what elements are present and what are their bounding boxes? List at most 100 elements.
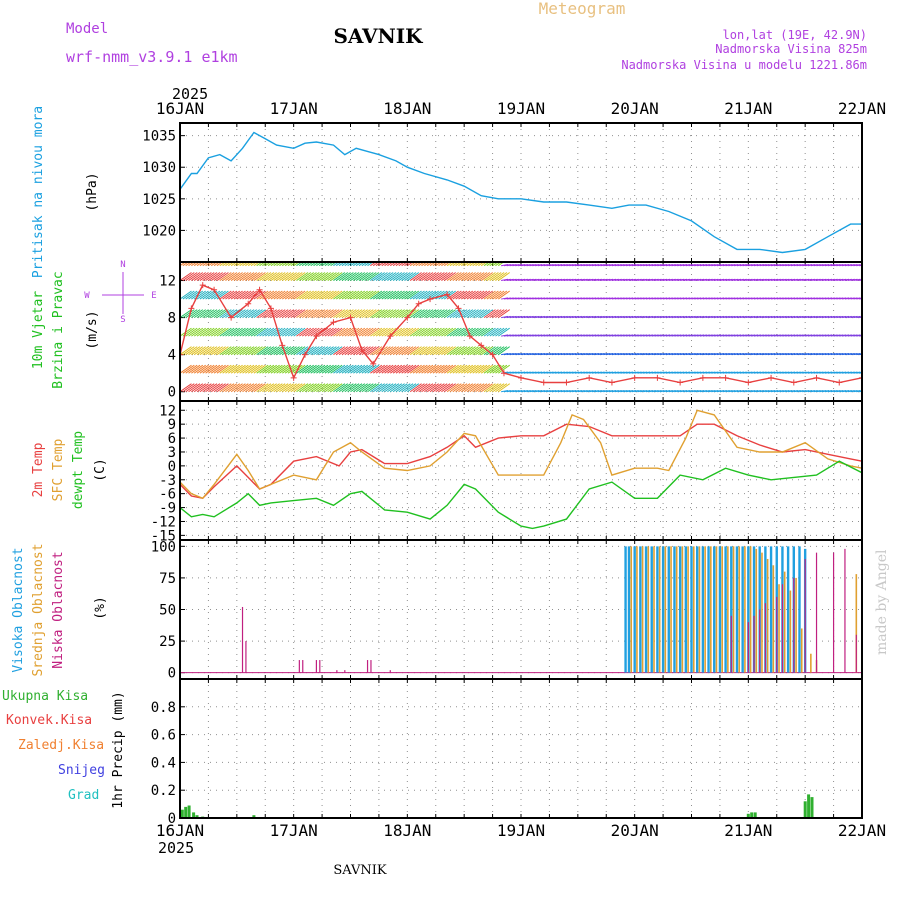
wind-speed-marker [330, 319, 337, 326]
wind-speed-marker [489, 351, 496, 358]
ytick-label: -15 [151, 528, 176, 544]
ytick-label: 0.4 [151, 755, 176, 771]
wind-speed-marker [466, 333, 473, 340]
ytick-label: -6 [159, 487, 176, 503]
legend-convective-rain: Konvek.Kisa [6, 713, 92, 728]
ytick-label: 0.8 [151, 700, 176, 716]
wind-speed-marker [768, 374, 775, 381]
ytick-label: -3 [159, 473, 176, 489]
ytick-label: 25 [159, 634, 176, 650]
temp-unit: (C) [93, 458, 108, 481]
meteogram-title: Meteogram [539, 0, 626, 18]
xtick-label-top: 16JAN [156, 99, 204, 118]
wind-speed-marker [256, 286, 263, 293]
wind-speed-marker [654, 374, 661, 381]
xtick-label-bottom: 21JAN [724, 821, 772, 840]
station-title: SAVNIK [333, 24, 423, 48]
xtick-label-top: 18JAN [383, 99, 431, 118]
pressure-line [179, 131, 862, 254]
wind-speed-marker [427, 296, 434, 303]
legend-total-rain: Ukupna Kisa [2, 689, 88, 704]
xtick-label-bottom: 18JAN [383, 821, 431, 840]
xtick-label-top: 19JAN [497, 99, 545, 118]
ytick-label: 100 [151, 539, 176, 555]
wind-barbs-layer [180, 262, 862, 393]
wind-speed-marker [631, 374, 638, 381]
wind-speed-line [180, 284, 862, 384]
ytick-label: 1025 [142, 192, 176, 208]
ytick-label: 1035 [142, 129, 176, 145]
wind-speed-marker [211, 286, 218, 293]
ytick-label: -9 [159, 501, 176, 517]
legend-snow: Snijeg [58, 763, 105, 778]
xtick-label-top: 22JAN [838, 99, 886, 118]
precip-bar [810, 797, 814, 818]
model-elevation-label: Nadmorska Visina u modelu 1221.86m [621, 58, 867, 72]
data-layer [179, 131, 863, 818]
model-label: Model [66, 21, 108, 37]
precip-bar [184, 806, 188, 818]
compass-south: S [120, 315, 125, 325]
wind-speed-marker [836, 379, 843, 386]
wind-label-1: 10m Vjetar [31, 291, 46, 369]
wind-barbs [180, 262, 862, 393]
ytick-label: 0 [168, 385, 176, 401]
xtick-label-bottom: 19JAN [497, 821, 545, 840]
ytick-label: 0 [168, 459, 176, 475]
ytick-label: 8 [168, 311, 176, 327]
ytick-label: 12 [159, 403, 176, 419]
precip-bar [187, 805, 191, 818]
wind-speed-marker [586, 374, 593, 381]
wind-speed-marker [677, 379, 684, 386]
ytick-label: 1020 [142, 223, 176, 239]
precip-bar [750, 812, 754, 818]
precip-bar [807, 794, 811, 818]
wind-speed-marker [478, 342, 485, 349]
pressure-label: Pritisak na nivou mora [31, 106, 46, 278]
temp-dewpt-line [179, 460, 863, 530]
precip-bar [753, 812, 757, 818]
dewpt-label: dewpt Temp [71, 431, 86, 509]
wind-speed-marker [699, 374, 706, 381]
compass-north: N [120, 260, 125, 270]
wind-speed-marker [404, 314, 411, 321]
wind-speed-marker [745, 379, 752, 386]
precip-unit: 1hr Precip (mm) [111, 691, 126, 808]
precip-bar [180, 809, 184, 818]
precip-bar [195, 815, 199, 818]
xtick-label-top: 20JAN [611, 99, 659, 118]
compass-east: E [151, 291, 156, 301]
wind-speed-marker [540, 379, 547, 386]
xtick-label-bottom: 17JAN [270, 821, 318, 840]
footer-station: SAVNIK [333, 863, 387, 878]
wind-speed-marker [563, 379, 570, 386]
wind-unit: (m/s) [85, 310, 100, 349]
ytick-label: 3 [168, 445, 176, 461]
ytick-label: 0 [168, 666, 176, 682]
wind-speed-marker [387, 333, 394, 340]
precip-bar [252, 815, 256, 818]
wind-speed-marker [199, 282, 206, 289]
legend-hail: Grad [68, 788, 99, 803]
wind-compass: N S W E [84, 260, 156, 325]
ytick-label: 0 [168, 811, 176, 827]
mid-cloud-label: Srednja Oblacnost [31, 543, 46, 676]
wind-label-2: Brzina i Pravac [51, 271, 66, 388]
wind-speed-marker [180, 351, 183, 358]
pressure-unit: (hPa) [85, 172, 100, 211]
wind-speed-marker [608, 379, 615, 386]
wind-speed-marker [188, 305, 195, 312]
wind-speed-marker [813, 374, 820, 381]
wind-speed-marker [267, 305, 274, 312]
panel-frame [179, 400, 863, 541]
temp-sfc-line [179, 409, 863, 500]
wind-speed-marker [415, 300, 422, 307]
year-top: 2025 [172, 85, 208, 103]
grid-layer: 102010251030103504812-15-12-9-6-30369120… [142, 99, 886, 840]
wind-speed-marker [444, 291, 451, 298]
xtick-label-bottom: 22JAN [838, 821, 886, 840]
temp2m-label: 2m Temp [31, 442, 46, 497]
legend-freezing-rain: Zaledj.Kisa [18, 738, 104, 753]
ytick-label: 50 [159, 603, 176, 619]
